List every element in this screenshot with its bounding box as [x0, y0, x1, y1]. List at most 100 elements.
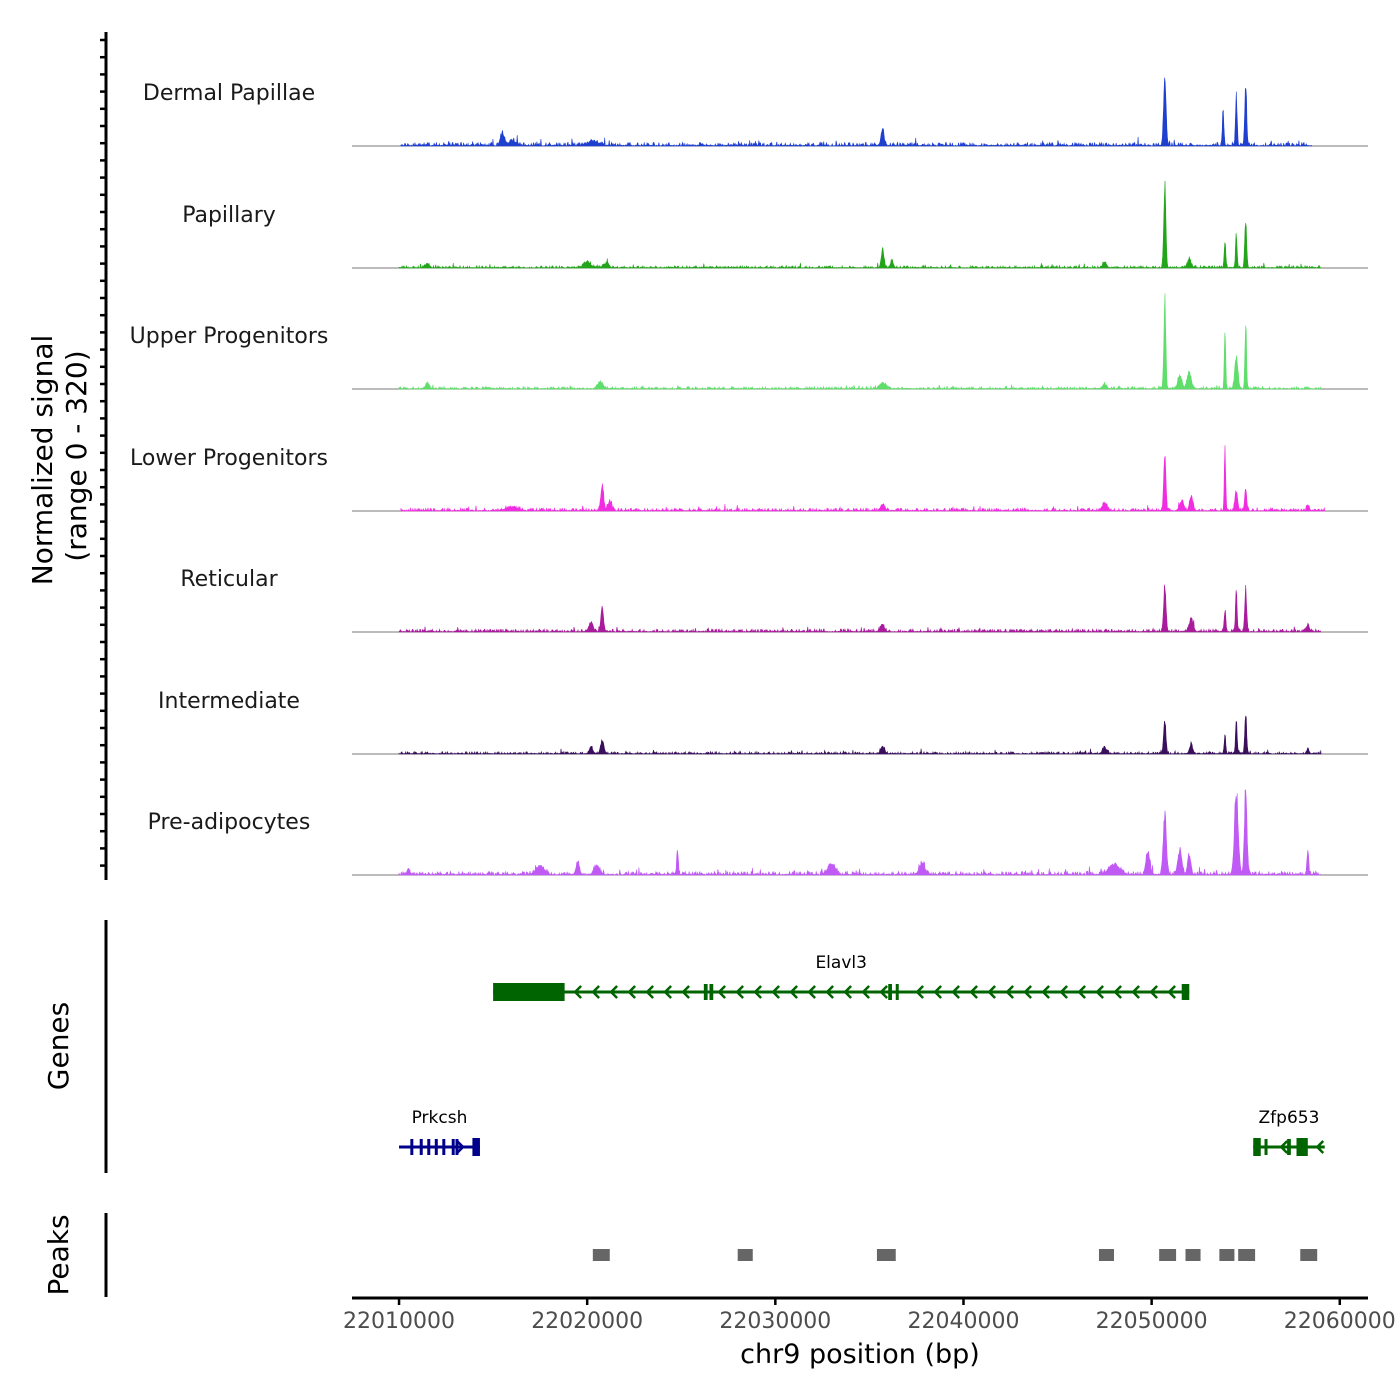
strand-arrow: [843, 985, 852, 999]
gene-exon: [1264, 1139, 1268, 1155]
signal-track: Lower Progenitors: [130, 445, 1368, 513]
strand-arrow: [915, 985, 924, 999]
strand-arrow: [1023, 985, 1032, 999]
signal-area: [400, 77, 1313, 148]
peak-region: [592, 1249, 610, 1261]
strand-arrow: [861, 985, 870, 999]
gene-exon: [1287, 1139, 1291, 1155]
strand-arrow: [771, 985, 780, 999]
gene-exon: [895, 984, 899, 1000]
strand-arrow: [573, 985, 582, 999]
strand-arrow: [825, 985, 834, 999]
gene-exon: [472, 1138, 480, 1156]
strand-arrow: [681, 985, 690, 999]
gene-model: Elavl3: [493, 953, 1190, 1001]
track-label: Papillary: [182, 203, 276, 228]
gene-label: Elavl3: [815, 953, 866, 973]
track-label: Intermediate: [158, 689, 300, 714]
signal-track: Upper Progenitors: [130, 293, 1368, 390]
strand-arrow: [627, 985, 636, 999]
strand-arrow: [789, 985, 798, 999]
gene-exon: [442, 1139, 446, 1155]
gene-label: Zfp653: [1259, 1108, 1320, 1128]
gene-exon: [427, 1139, 431, 1155]
strand-arrow: [456, 1140, 465, 1154]
gene-model: Prkcsh: [399, 1108, 480, 1156]
signal-area: [398, 180, 1322, 269]
peak-region: [1219, 1249, 1235, 1261]
chart-marks: Dermal Papillae Papillary Upper Progenitor…: [100, 32, 1396, 1334]
strand-arrow: [933, 985, 942, 999]
gene-label: Prkcsh: [412, 1108, 468, 1128]
x-tick-label: 22030000: [719, 1309, 831, 1334]
gene-exon: [888, 984, 892, 1000]
strand-arrow: [645, 985, 654, 999]
strand-arrow: [1095, 985, 1104, 999]
peak-region: [876, 1249, 896, 1261]
signal-ylabel-line2: (range 0 - 320): [60, 350, 93, 561]
strand-arrow: [1113, 985, 1122, 999]
signal-area: [398, 789, 1322, 877]
peaks-ylabel: Peaks: [42, 1214, 75, 1295]
x-axis-title: chr9 position (bp): [740, 1339, 980, 1370]
gene-exon: [1181, 984, 1190, 1000]
peak-region: [1098, 1249, 1114, 1261]
signal-area: [398, 715, 1322, 756]
strand-arrow: [1005, 985, 1014, 999]
gene-exon: [419, 1139, 423, 1155]
track-label: Reticular: [180, 567, 278, 592]
genes-ylabel: Genes: [42, 1002, 75, 1090]
signal-track: Papillary: [182, 180, 1368, 269]
x-tick-label: 22060000: [1284, 1309, 1396, 1334]
track-label: Lower Progenitors: [130, 446, 328, 471]
gene-exon: [493, 983, 565, 1001]
signal-track: Dermal Papillae: [143, 77, 1368, 148]
gene-exon: [1296, 1138, 1308, 1156]
x-tick-label: 22040000: [907, 1309, 1019, 1334]
gene-model: Zfp653: [1253, 1108, 1325, 1156]
peak-region: [1159, 1249, 1177, 1261]
strand-arrow: [987, 985, 996, 999]
strand-arrow: [1077, 985, 1086, 999]
track-label: Upper Progenitors: [130, 324, 329, 349]
gene-exon: [703, 984, 708, 1000]
signal-area: [398, 584, 1322, 634]
signal-area: [400, 445, 1326, 513]
gene-exon: [410, 1139, 414, 1155]
peak-region: [1185, 1249, 1201, 1261]
track-label: Pre-adipocytes: [148, 810, 311, 835]
strand-arrow: [1131, 985, 1140, 999]
strand-arrow: [735, 985, 744, 999]
signal-ylabel-line1: Normalized signal: [26, 335, 59, 586]
gene-exon: [709, 984, 714, 1000]
x-tick-label: 22020000: [531, 1309, 643, 1334]
gene-exon: [451, 1139, 455, 1155]
x-tick-label: 22050000: [1096, 1309, 1208, 1334]
strand-arrow: [969, 985, 978, 999]
peak-region: [1238, 1249, 1256, 1261]
strand-arrow: [879, 985, 888, 999]
strand-arrow: [663, 985, 672, 999]
strand-arrow: [1149, 985, 1158, 999]
strand-arrow: [1041, 985, 1050, 999]
strand-arrow: [753, 985, 762, 999]
gene-exon: [434, 1139, 438, 1155]
peak-region: [737, 1249, 753, 1261]
signal-track: Pre-adipocytes: [148, 789, 1368, 877]
gene-exon: [1253, 1138, 1261, 1156]
strand-arrow: [717, 985, 726, 999]
x-tick-label: 22010000: [343, 1309, 455, 1334]
strand-arrow: [1315, 1140, 1325, 1154]
signal-area: [398, 293, 1322, 390]
strand-arrow: [1279, 1140, 1289, 1154]
strand-arrow: [1059, 985, 1068, 999]
strand-arrow: [591, 985, 600, 999]
strand-arrow: [807, 985, 816, 999]
strand-arrow: [609, 985, 618, 999]
peak-region: [1300, 1249, 1318, 1261]
track-label: Dermal Papillae: [143, 81, 315, 106]
strand-arrow: [1167, 985, 1176, 999]
signal-track: Reticular: [180, 567, 1368, 634]
